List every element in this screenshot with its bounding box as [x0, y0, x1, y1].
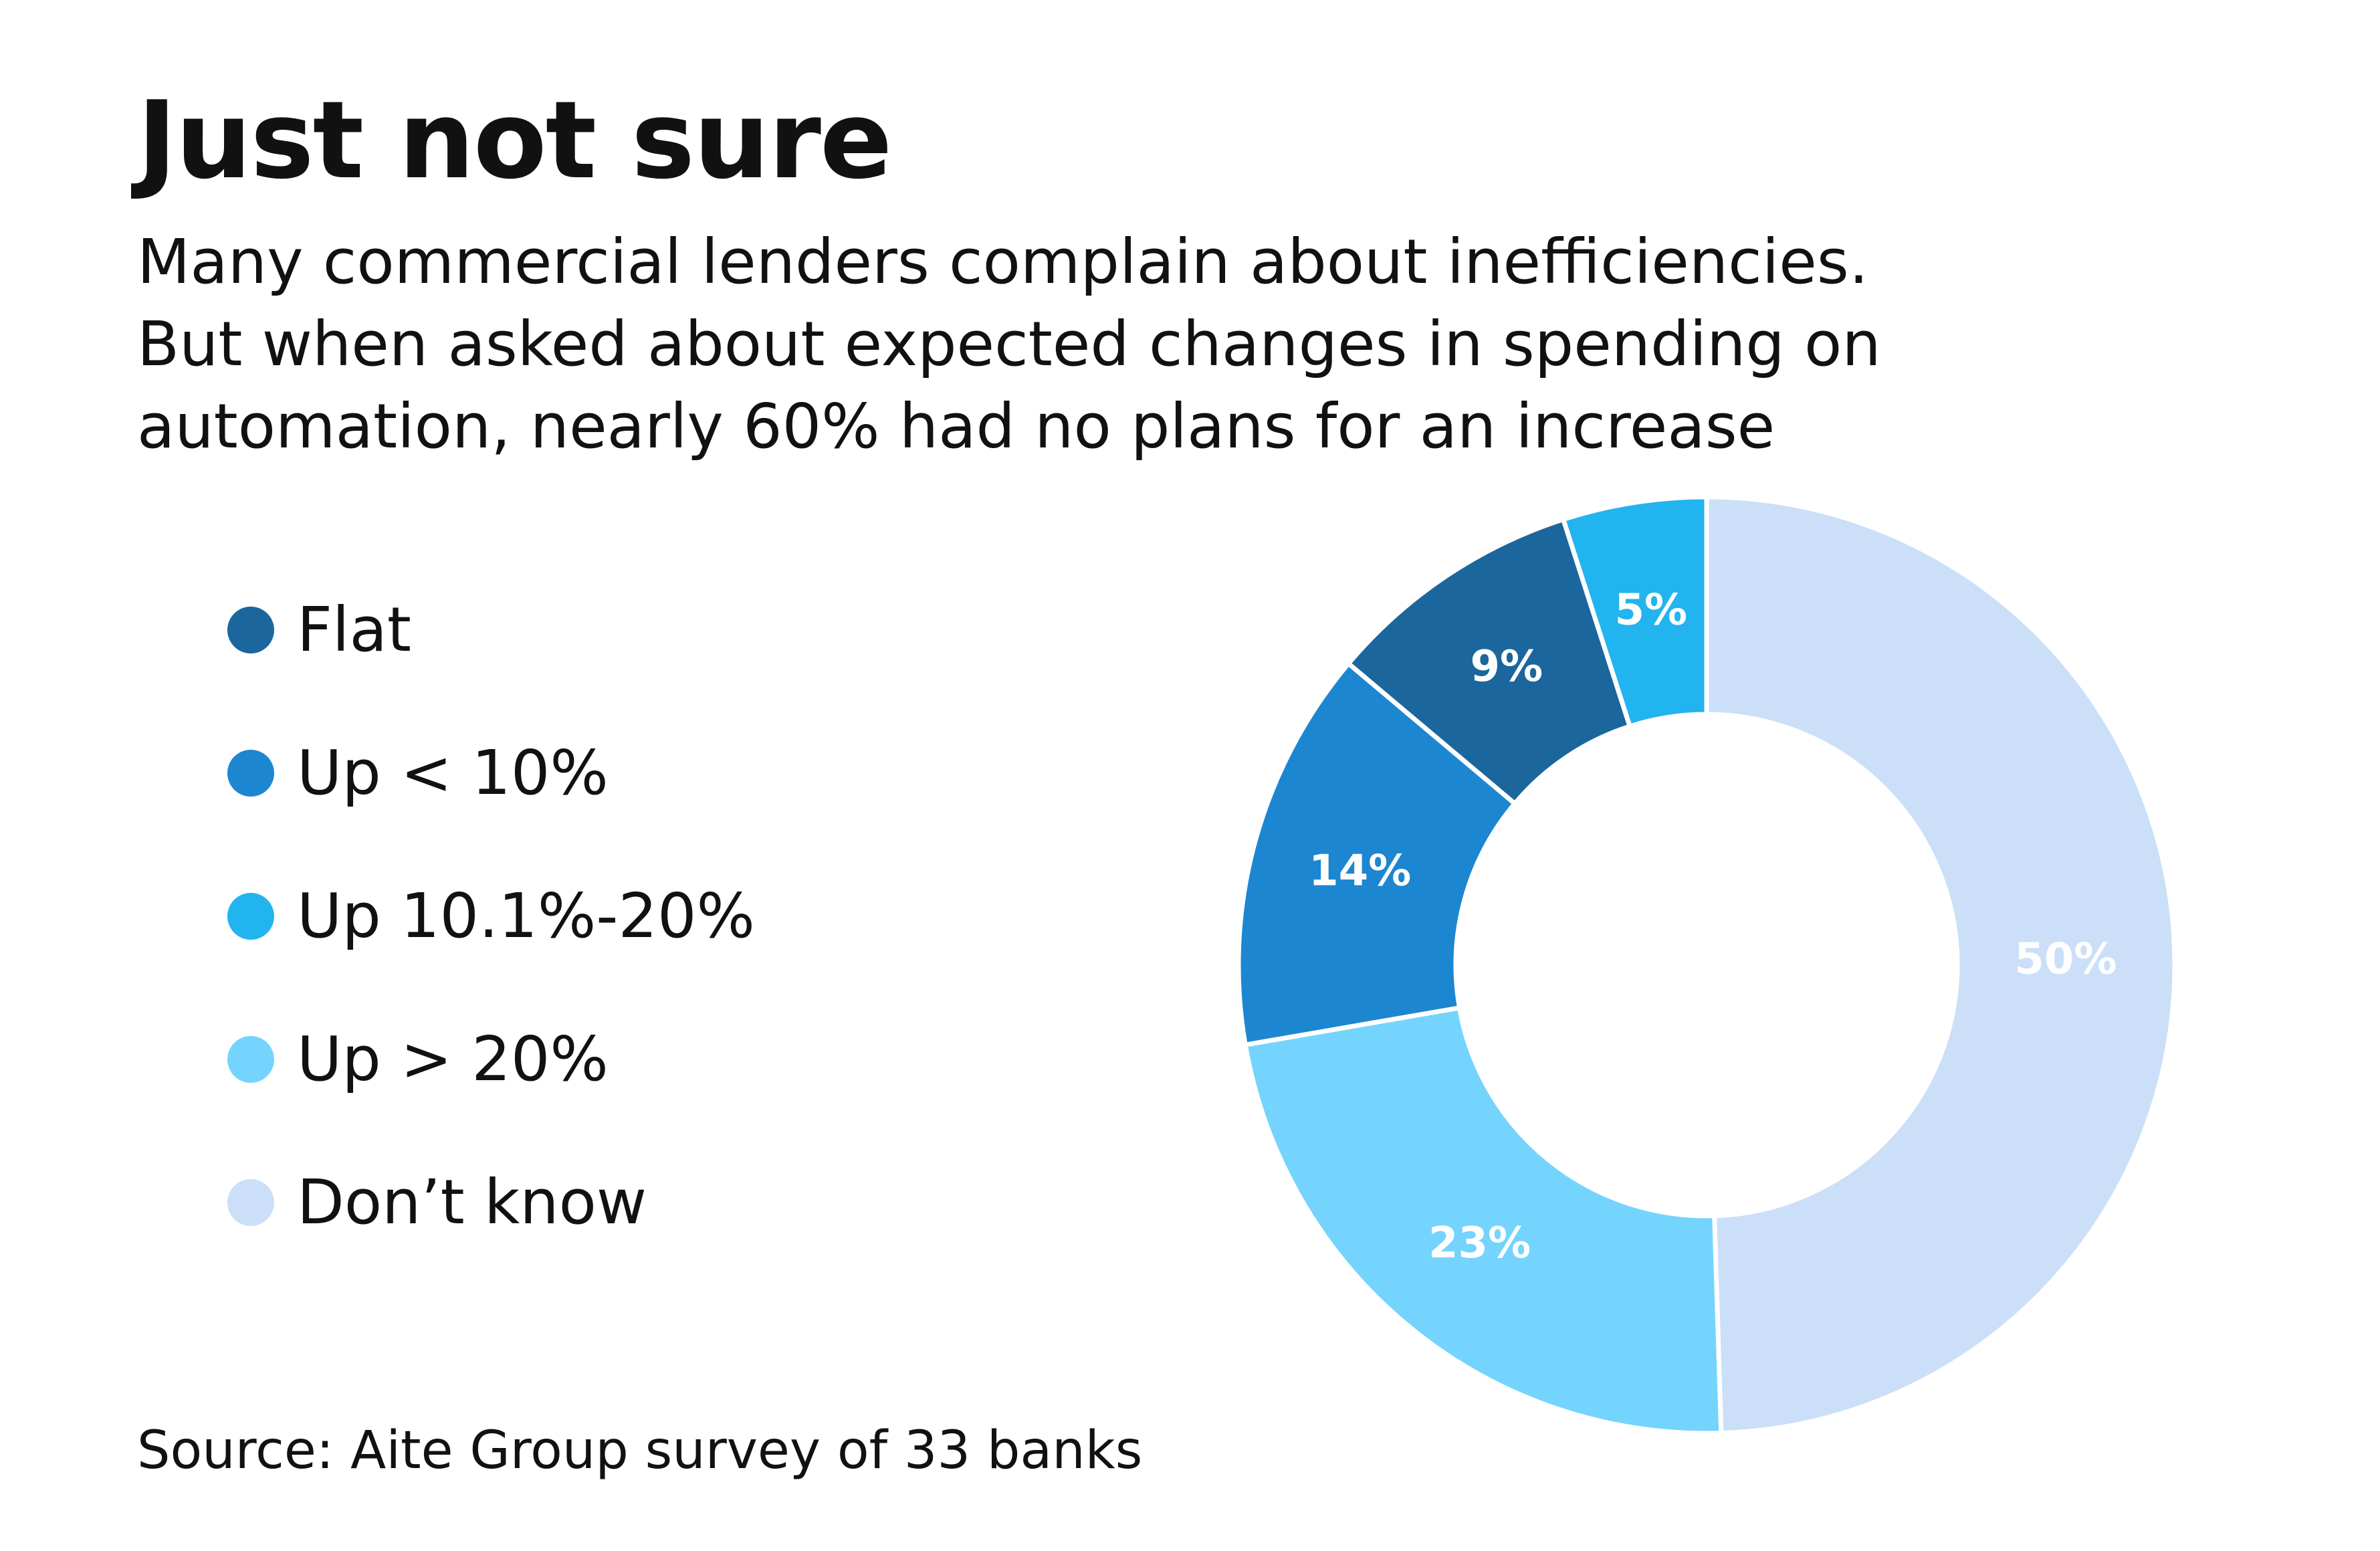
- legend-label: Don’t know: [297, 1166, 647, 1238]
- legend-label: Flat: [297, 594, 411, 665]
- legend-item-dont-know: Don’t know: [227, 1131, 755, 1274]
- legend-item-up-10-to-20: Up 10.1%-20%: [227, 845, 755, 988]
- legend-item-up-under-10: Up < 10%: [227, 702, 755, 845]
- chart-subtitle: Many commercial lenders complain about i…: [137, 221, 2143, 468]
- legend-label: Up < 10%: [297, 737, 609, 809]
- data-label-don-t-know: 50%: [2014, 935, 2117, 985]
- legend-item-up-over-20: Up > 20%: [227, 988, 755, 1131]
- data-label-up-20: 23%: [1428, 1219, 1531, 1268]
- data-label-up-10: 14%: [1309, 847, 1411, 896]
- legend-label: Up > 20%: [297, 1023, 609, 1095]
- chart-title: Just not sure: [137, 78, 892, 203]
- legend-swatch: [227, 750, 274, 797]
- source-note: Source: Aite Group survey of 33 banks: [137, 1421, 1143, 1481]
- chart-legend: Flat Up < 10% Up 10.1%-20% Up > 20% Don’…: [227, 558, 755, 1274]
- legend-label: Up 10.1%-20%: [297, 880, 755, 952]
- donut-slice-up-10-1-20: [1560, 494, 1709, 730]
- data-label-flat: 9%: [1470, 642, 1543, 692]
- donut-slice-up-20: [1242, 1005, 1724, 1436]
- subtitle-line: automation, nearly 60% had no plans for …: [137, 391, 1775, 462]
- legend-swatch: [227, 1179, 274, 1226]
- legend-swatch: [227, 607, 274, 653]
- donut-slice-up-10: [1236, 660, 1519, 1048]
- legend-swatch: [227, 1036, 274, 1083]
- data-label-up-10-1-20: 5%: [1614, 585, 1687, 635]
- subtitle-line: Many commercial lenders complain about i…: [137, 226, 1869, 298]
- legend-item-flat: Flat: [227, 558, 755, 702]
- subtitle-line: But when asked about expected changes in…: [137, 308, 1881, 380]
- donut-slice-don-t-know: [1704, 494, 2177, 1436]
- legend-swatch: [227, 893, 274, 940]
